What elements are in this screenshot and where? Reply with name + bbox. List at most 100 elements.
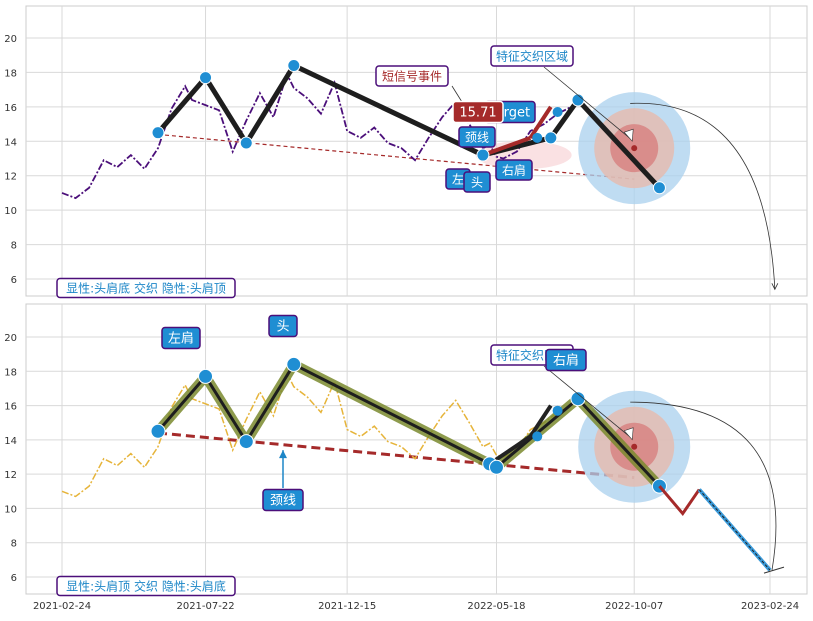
pattern-point-marker — [238, 434, 254, 450]
feature-zone-label-text: 特征交织区域 — [496, 48, 568, 63]
price-series-line — [61, 371, 572, 498]
short-signal-label-text: 短信号事件 — [382, 69, 442, 83]
footer-label: 显性:头肩底 交织 隐性:头肩顶 — [56, 277, 236, 299]
neckline-label-text: 颈线 — [465, 130, 489, 144]
head-label-box — [268, 314, 298, 338]
head-label: 头 — [268, 314, 298, 338]
feature-zone-label-box — [490, 45, 574, 67]
head-label: 头 — [463, 171, 491, 193]
pattern-point-marker — [570, 391, 586, 407]
top-panel: 6 8 10 12 14 16 18 20 显性:头肩底 交织 隐性:头肩顶 短信号事件 特征交织区… — [4, 5, 808, 299]
right-shoulder-label-text: 右肩 — [553, 353, 579, 369]
x-tick-label: 2021-12-15 — [318, 601, 376, 612]
feature-zone-arrowhead — [623, 128, 634, 142]
neckline-label-box — [458, 126, 496, 148]
pattern-line — [156, 362, 661, 488]
detail-stroke — [488, 434, 532, 466]
price-badge-text: 15.71 — [459, 106, 496, 121]
price-badge-box — [452, 100, 504, 124]
pattern-point-marker — [239, 136, 253, 150]
pattern-point-marker — [198, 368, 214, 384]
pattern-point-marker — [151, 126, 165, 140]
right-shoulder-label-box — [495, 159, 533, 181]
feature-zone-pointer — [543, 365, 633, 440]
projection-arc — [630, 102, 776, 290]
short-signal-label-box — [375, 65, 449, 87]
x-tick-label: 2022-05-18 — [467, 601, 525, 612]
footer-label-box — [56, 277, 236, 299]
left-shoulder-label: 左肩 — [161, 326, 201, 350]
footer-label-text: 显性:头肩顶 交织 隐性:头肩底 — [66, 578, 226, 593]
feature-zone-label: 特征交织区域 — [490, 45, 574, 67]
right-shoulder-label: 右肩 — [495, 159, 533, 181]
short-signal-label: 短信号事件 — [375, 65, 449, 87]
projection-drop-dash — [698, 489, 771, 571]
projection-zigzag — [658, 485, 701, 517]
head-label-text: 头 — [471, 175, 483, 189]
x-tick-label: 2021-07-22 — [176, 601, 234, 612]
y-tick-label: 16 — [4, 103, 17, 114]
footer-label: 显性:头肩顶 交织 隐性:头肩底 — [56, 575, 236, 597]
neckline — [157, 431, 635, 480]
projection-tick — [763, 566, 785, 574]
right-shoulder-label-text: 右肩 — [502, 162, 526, 177]
projection-arrowhead — [771, 283, 779, 291]
left-shoulder-label-box — [161, 326, 201, 350]
neckline-label: 颈线 — [458, 126, 496, 148]
x-tick-label: 2021-02-24 — [33, 601, 91, 612]
y-tick-label: 18 — [4, 68, 17, 79]
footer-label-text: 显性:头肩底 交织 隐性:头肩顶 — [66, 280, 226, 295]
left-shoulder-label-text: 左肩 — [168, 331, 194, 347]
pattern-point-marker — [552, 107, 563, 118]
pattern-point-marker — [532, 132, 543, 143]
projection-arc — [630, 401, 777, 571]
y-tick-label: 16 — [4, 402, 17, 413]
short-signal-pointer — [451, 85, 463, 103]
y-tick-label: 14 — [4, 436, 17, 447]
right-shoulder-label: 右肩 — [545, 348, 587, 372]
pattern-point-marker — [571, 93, 585, 107]
neckline-label: 颈线 — [262, 488, 304, 512]
left-shoulder-label-text: 左 — [452, 171, 464, 186]
y-tick-label: 8 — [11, 241, 17, 252]
neckline-label-box — [262, 488, 304, 512]
y-tick-label: 6 — [11, 275, 17, 286]
pattern-point-marker — [544, 131, 558, 145]
pattern-point-marker — [150, 423, 166, 439]
y-tick-label: 12 — [4, 470, 17, 481]
pattern-line — [156, 63, 662, 190]
feature-zone-arrowhead — [623, 427, 634, 441]
target-zone-center — [631, 145, 638, 152]
price-series-line — [61, 71, 572, 200]
pattern-point-marker — [476, 148, 490, 162]
right-shoulder-label-box — [545, 348, 587, 372]
neckline-arrowhead — [279, 450, 287, 459]
pattern-point-marker — [199, 71, 213, 85]
y-tick-label: 20 — [4, 333, 17, 344]
pattern-point-marker — [552, 405, 563, 416]
y-tick-label: 6 — [11, 573, 17, 584]
y-tick-label: 18 — [4, 367, 17, 378]
price-badge: 15.71 — [452, 100, 504, 124]
footer-label-box — [56, 575, 236, 597]
y-tick-label: 10 — [4, 504, 17, 515]
y-tick-label: 12 — [4, 172, 17, 183]
y-tick-label: 20 — [4, 34, 17, 45]
y-tick-label: 14 — [4, 137, 17, 148]
detail-stroke — [528, 404, 553, 438]
head-label-text: 头 — [276, 320, 289, 335]
pattern-point-marker — [532, 431, 543, 442]
x-tick-label: 2022-10-07 — [605, 601, 663, 612]
pattern-point-marker — [652, 181, 666, 195]
neckline — [157, 133, 635, 180]
detail-stroke — [528, 105, 553, 139]
neckline-label-text: 颈线 — [270, 494, 296, 509]
pattern-point-marker — [287, 59, 301, 73]
pattern-point-marker — [488, 459, 504, 475]
y-tick-label: 10 — [4, 206, 17, 217]
x-tick-label: 2023-02-24 — [741, 601, 799, 612]
target-zone-center — [631, 443, 638, 450]
head-label-box — [463, 171, 491, 193]
